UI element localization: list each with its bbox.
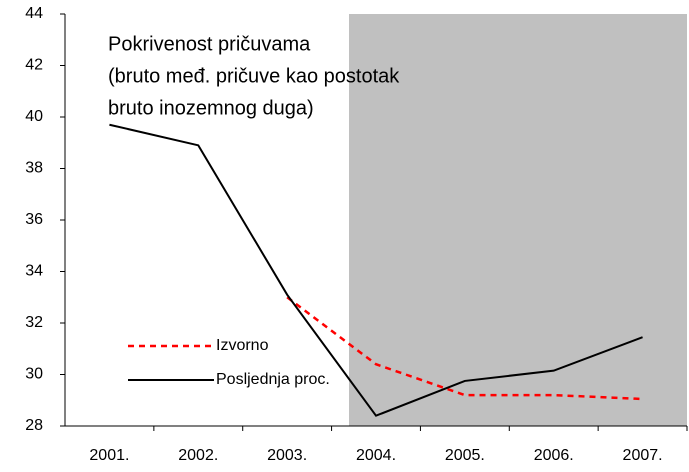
chart-title: Pokrivenost pričuvama [108, 33, 311, 55]
chart-title: (bruto međ. pričuve kao postotak [108, 65, 400, 87]
y-tick-label: 44 [25, 5, 43, 22]
x-tick-label: 2007. [623, 447, 663, 464]
projection-shade [349, 14, 687, 426]
y-tick-label: 34 [25, 263, 43, 280]
legend-label: Izvorno [216, 337, 269, 354]
legend-label: Posljednja proc. [216, 371, 330, 388]
x-tick-label: 2001. [89, 447, 129, 464]
y-tick-label: 40 [25, 108, 43, 125]
x-tick-label: 2004. [356, 447, 396, 464]
y-tick-label: 42 [25, 57, 43, 74]
line-series [109, 123, 643, 417]
y-tick-label: 28 [25, 417, 43, 434]
x-tick-label: 2002. [178, 447, 218, 464]
y-tick-label: 38 [25, 160, 43, 177]
chart-title: bruto inozemnog duga) [108, 97, 314, 119]
y-tick-label: 30 [25, 366, 43, 383]
y-tick-label: 32 [25, 314, 43, 331]
x-tick-label: 2003. [267, 447, 307, 464]
y-tick-label: 36 [25, 211, 43, 228]
x-tick-label: 2005. [445, 447, 485, 464]
x-tick-label: 2006. [534, 447, 574, 464]
line-series [286, 296, 643, 401]
